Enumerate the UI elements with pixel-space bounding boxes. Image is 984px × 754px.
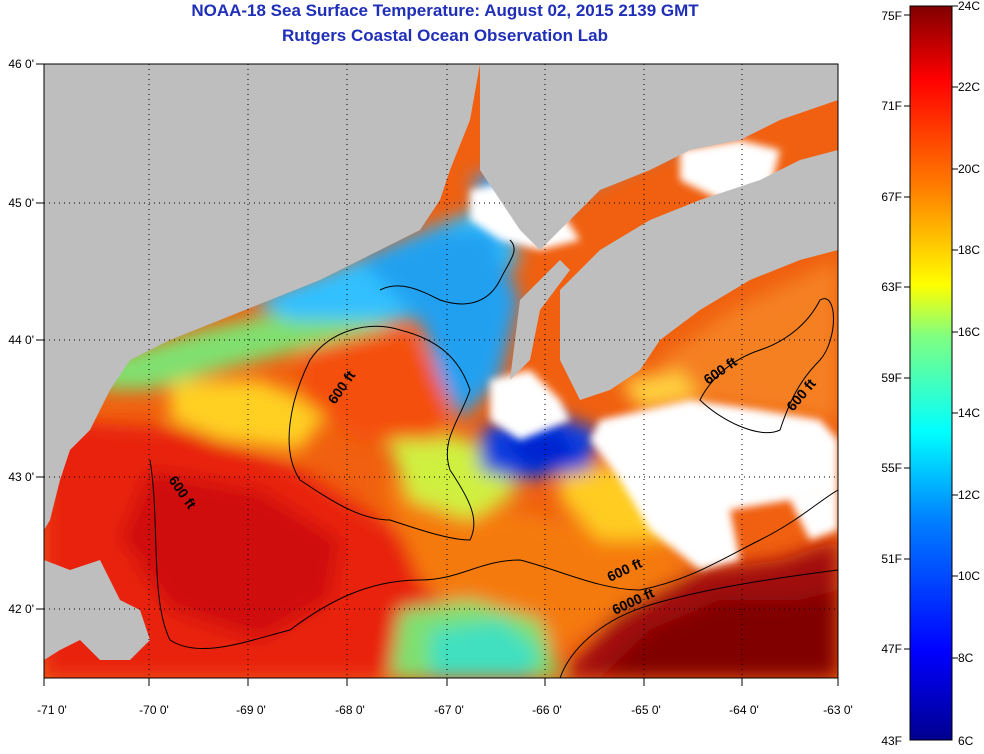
colorbar-ticks: [904, 5, 958, 659]
lon-tick-label: -65 0': [631, 703, 661, 717]
fahrenheit-label: 75F: [881, 9, 902, 23]
fahrenheit-label: 47F: [881, 642, 902, 656]
lon-tick-label: -66 0': [532, 703, 562, 717]
lon-tick-label: -71 0': [37, 703, 67, 717]
map-panel: 600 ft 600 ft 600 ft 600 ft 6000 ft 600 …: [44, 64, 838, 678]
axis-ticks: [36, 63, 839, 686]
lon-tick-label: -68 0': [335, 703, 365, 717]
contour-600ft-ne: [699, 298, 834, 434]
celsius-label: 14C: [958, 406, 980, 420]
lon-tick-label: -67 0': [434, 703, 464, 717]
lon-tick-label: -63 0': [823, 703, 853, 717]
lon-tick-label: -64 0': [729, 703, 759, 717]
fahrenheit-label: 59F: [881, 371, 902, 385]
fahrenheit-label: 63F: [881, 280, 902, 294]
latitude-labels: 46 0' 45 0' 44 0' 43 0' 42 0': [8, 57, 34, 616]
celsius-label: 16C: [958, 325, 980, 339]
lat-tick-label: 46 0': [8, 57, 34, 71]
contour-600ft-south: [149, 459, 838, 650]
celsius-label: 18C: [958, 243, 980, 257]
celsius-label: 20C: [958, 162, 980, 176]
contour-600ft-north: [379, 239, 515, 305]
contour-6000ft: [559, 569, 838, 678]
celsius-label: 8C: [958, 651, 974, 665]
lat-tick-label: 42 0': [8, 602, 34, 616]
fahrenheit-label: 51F: [881, 552, 902, 566]
lat-tick-label: 43 0': [8, 470, 34, 484]
colorbar-fahrenheit-labels: 75F 71F 67F 63F 59F 55F 51F 47F 43F: [881, 9, 902, 748]
lat-tick-label: 44 0': [8, 333, 34, 347]
celsius-label: 24C: [958, 0, 980, 13]
bathymetry-contours: [149, 239, 838, 678]
map-title: NOAA-18 Sea Surface Temperature: August …: [191, 1, 699, 20]
map-frame: [43, 63, 839, 679]
lon-tick-label: -70 0': [139, 703, 169, 717]
fahrenheit-label: 55F: [881, 461, 902, 475]
celsius-label: 12C: [958, 488, 980, 502]
fahrenheit-label: 67F: [881, 190, 902, 204]
celsius-label: 10C: [958, 569, 980, 583]
celsius-label: 22C: [958, 80, 980, 94]
fahrenheit-label: 43F: [881, 734, 902, 748]
map-subtitle: Rutgers Coastal Ocean Observation Lab: [282, 26, 608, 45]
lat-tick-label: 45 0': [8, 196, 34, 210]
contour-600ft-georges: [288, 325, 475, 541]
lon-tick-label: -69 0': [236, 703, 266, 717]
longitude-labels: -71 0' -70 0' -69 0' -68 0' -67 0' -66 0…: [37, 703, 853, 717]
celsius-label: 6C: [958, 734, 974, 748]
colorbar: [909, 5, 953, 741]
colorbar-celsius-labels: 24C 22C 20C 18C 16C 14C 12C 10C 8C 6C: [958, 0, 980, 748]
fahrenheit-label: 71F: [881, 99, 902, 113]
